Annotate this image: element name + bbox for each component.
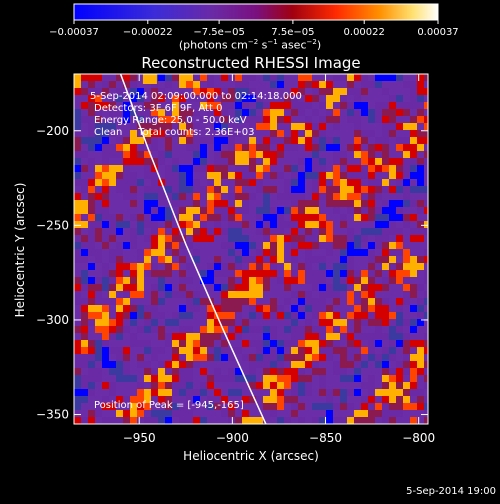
plot-frame	[73, 73, 429, 425]
chart-title: Reconstructed RHESSI Image	[141, 54, 360, 72]
colorbar-tick-label: −0.00022	[123, 27, 173, 38]
annotation-peak-position: Position of Peak = [-945,-165]	[94, 400, 244, 411]
heatmap-cells	[74, 74, 428, 424]
solar-limb-line	[119, 74, 267, 424]
annotation-time-range: 5-Sep-2014 02:09:00.000 to 02:14:18.000	[90, 91, 302, 102]
x-tick-label: −850	[309, 431, 342, 445]
colorbar-ticks: −0.00037 −0.00022 −7.5e−05 7.5e−05 0.00022 0.…	[49, 20, 459, 38]
y-tick-label: −200	[36, 124, 69, 138]
y-tick-label: −300	[36, 313, 69, 327]
footer-timestamp: 5-Sep-2014 19:00	[406, 486, 496, 497]
axis-ticks: −950 −900 −850 −800 −200 −250 −300 −350	[36, 74, 435, 445]
colorbar-tick-label: 7.5e−05	[271, 27, 314, 38]
colorbar-tick-label: −0.00037	[49, 27, 99, 38]
x-tick-label: −950	[123, 431, 156, 445]
annotation-detectors: Detectors: 3F 6F 9F, Att 0	[94, 103, 222, 114]
y-tick-label: −250	[36, 218, 69, 232]
annotation-clean-counts: Clean Total counts: 2.36E+03	[94, 127, 254, 138]
colorbar	[73, 3, 439, 21]
x-tick-label: −900	[216, 431, 249, 445]
colorbar-unit: (photons cm−2 s−1 asec−2)	[178, 38, 322, 52]
colorbar-tick-label: 0.00022	[344, 27, 385, 38]
y-tick-label: −350	[36, 408, 69, 422]
x-axis-label: Heliocentric X (arcsec)	[183, 449, 319, 463]
colorbar-tick-label: −7.5e−05	[193, 27, 245, 38]
y-axis-label: Heliocentric Y (arcsec)	[13, 183, 27, 318]
colorbar-tick-label: 0.00037	[417, 27, 458, 38]
x-tick-label: −800	[402, 431, 435, 445]
annotation-energy-range: Energy Range: 25.0 - 50.0 keV	[94, 115, 247, 126]
